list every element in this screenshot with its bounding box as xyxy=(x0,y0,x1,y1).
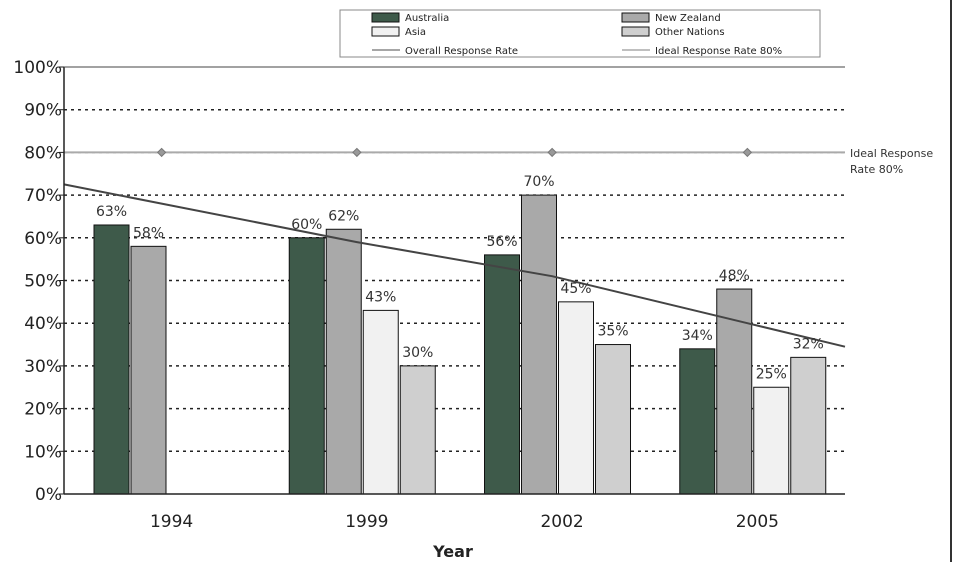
trend-lines xyxy=(63,147,846,348)
data-label-asia-2005: 25% xyxy=(756,366,787,382)
bar-new-zealand-1994 xyxy=(130,245,167,495)
y-tick-label-7: 70% xyxy=(24,186,62,206)
x-axis-title: Year xyxy=(432,542,473,561)
legend-swatch-other-nations xyxy=(621,26,650,37)
bar-other-nations-1999 xyxy=(399,365,436,495)
y-tick-label-4: 40% xyxy=(24,314,62,334)
legend-label-overall-response-rate: Overall Response Rate xyxy=(405,46,518,57)
data-label-other-nations-2002: 35% xyxy=(597,324,628,340)
y-tick-label-2: 20% xyxy=(24,400,62,420)
y-tick-label-8: 80% xyxy=(24,143,62,163)
data-label-other-nations-1999: 30% xyxy=(402,345,433,361)
legend-swatch-asia xyxy=(371,26,400,37)
legend-label-australia: Australia xyxy=(405,13,449,24)
legend: Australia New Zealand Asia Other Nations… xyxy=(339,9,821,58)
bar-australia-1994 xyxy=(93,224,130,495)
bar-other-nations-2002 xyxy=(595,344,631,495)
data-label-new-zealand-1994: 58% xyxy=(133,225,164,241)
bar-other-nations-2005 xyxy=(790,356,827,495)
bar-australia-2005 xyxy=(679,348,716,495)
data-label-new-zealand-1999: 62% xyxy=(328,208,359,224)
bar-asia-2005 xyxy=(753,386,790,495)
data-label-australia-1994: 63% xyxy=(96,204,127,220)
legend-label-ideal-response-rate: Ideal Response Rate 80% xyxy=(655,46,782,57)
x-tick-label-2002: 2002 xyxy=(540,512,583,532)
data-label-asia-1999: 43% xyxy=(365,289,396,305)
x-tick-label-1994: 1994 xyxy=(150,512,193,532)
bar-australia-1999 xyxy=(288,237,325,495)
bar-asia-2002 xyxy=(558,301,594,495)
legend-label-other-nations: Other Nations xyxy=(655,27,725,38)
ideal-rate-annotation-line2: Rate 80% xyxy=(850,163,903,176)
y-tick-label-6: 60% xyxy=(24,229,62,249)
data-label-australia-2005: 34% xyxy=(682,328,713,344)
data-label-new-zealand-2005: 48% xyxy=(719,268,750,284)
y-tick-label-9: 90% xyxy=(24,101,62,121)
legend-swatch-new-zealand xyxy=(621,12,650,23)
legend-box xyxy=(339,9,821,58)
ideal-rate-marker-1999 xyxy=(352,147,362,158)
y-tick-label-1: 10% xyxy=(24,442,62,462)
bar-asia-1999 xyxy=(362,309,399,495)
y-tick-label-3: 30% xyxy=(24,357,62,377)
data-label-australia-1999: 60% xyxy=(291,217,322,233)
ideal-rate-annotation-line1: Ideal Response xyxy=(850,147,933,160)
y-tick-label-5: 50% xyxy=(24,272,62,292)
y-tick-label-10: 100% xyxy=(13,58,62,78)
line-overall-response-rate xyxy=(63,183,846,348)
x-tick-label-1999: 1999 xyxy=(345,512,388,532)
bar-new-zealand-1999 xyxy=(325,228,362,495)
legend-label-asia: Asia xyxy=(405,27,426,38)
data-label-australia-2002: 56% xyxy=(486,234,517,250)
data-label-new-zealand-2002: 70% xyxy=(523,174,554,190)
data-label-asia-2002: 45% xyxy=(560,281,591,297)
y-tick-label-0: 0% xyxy=(35,485,62,505)
ideal-rate-marker-2002 xyxy=(547,147,557,158)
axes: 0% 10% 20% 30% 40% 50% 60% 70% 80% 90% 100% 1994 199… xyxy=(13,58,845,532)
data-label-other-nations-2005: 32% xyxy=(793,336,824,352)
legend-label-new-zealand: New Zealand xyxy=(655,13,721,24)
legend-swatch-australia xyxy=(371,12,400,23)
data-labels: 63% 58% 60% 62% 43% 30% 56% 70% 45% 35% 34% 48% 25% 3… xyxy=(96,174,824,382)
right-border xyxy=(950,0,952,562)
ideal-rate-marker-1994 xyxy=(156,147,167,158)
bars xyxy=(93,194,827,495)
bar-australia-2002 xyxy=(484,254,520,495)
bar-new-zealand-2002 xyxy=(521,194,557,495)
ideal-rate-marker-2005 xyxy=(742,147,753,158)
x-tick-label-2005: 2005 xyxy=(736,512,779,532)
